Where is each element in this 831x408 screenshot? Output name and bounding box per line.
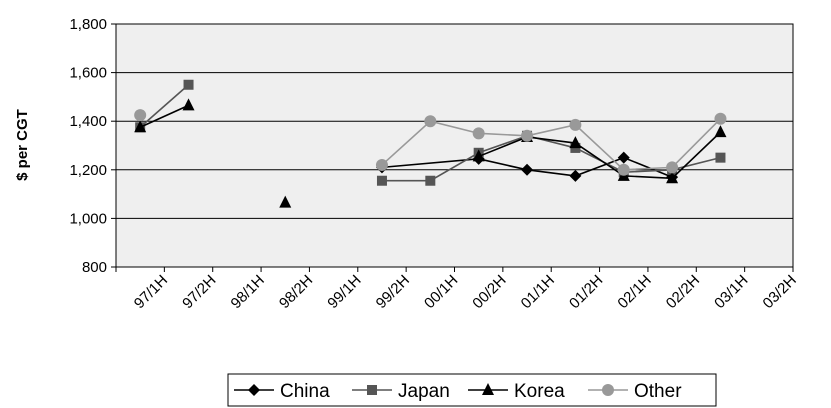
- diamond-marker: [521, 163, 534, 176]
- y-tick-label: 1,400: [69, 113, 107, 130]
- legend-entry-other: Other: [588, 381, 682, 402]
- circle-marker: [134, 109, 147, 122]
- legend-label: Japan: [398, 381, 450, 402]
- x-tick-label: 98/1H: [228, 272, 268, 312]
- triangle-marker: [182, 98, 195, 111]
- circle-marker: [472, 127, 485, 140]
- x-tick-label: 02/1H: [614, 272, 654, 312]
- legend: China Japan Korea Other: [227, 373, 717, 407]
- series-other: [134, 109, 727, 176]
- series-line: [478, 131, 722, 180]
- triangle-marker: [472, 149, 485, 162]
- y-axis: 800 1,000 1,200 1,400 1,600 1,800: [69, 16, 116, 276]
- series-group: [134, 79, 727, 208]
- x-tick-label: 01/1H: [518, 272, 558, 312]
- triangle-marker: [714, 125, 727, 138]
- x-tick-label: 99/2H: [373, 272, 413, 312]
- y-tick-label: 800: [82, 259, 107, 276]
- y-tick-label: 1,600: [69, 65, 107, 82]
- circle-marker: [602, 384, 614, 396]
- triangle-marker: [134, 120, 147, 133]
- circle-marker: [569, 118, 582, 131]
- triangle-marker: [482, 383, 494, 395]
- y-axis-label: $ per CGT: [14, 109, 31, 181]
- x-tick-label: 03/1H: [711, 272, 751, 312]
- legend-entry-china: China: [234, 381, 330, 402]
- circle-marker: [424, 115, 437, 128]
- x-tick-label: 01/2H: [566, 272, 606, 312]
- legend-label: Korea: [514, 381, 565, 402]
- diamond-marker: [248, 384, 260, 396]
- circle-marker: [666, 161, 679, 174]
- y-tick-label: 1,800: [69, 16, 107, 33]
- x-tick-label: 03/2H: [760, 272, 800, 312]
- series-line: [381, 134, 721, 182]
- triangle-marker: [279, 195, 292, 208]
- x-tick-label: 97/2H: [179, 272, 219, 312]
- square-marker: [183, 79, 194, 90]
- y-tick-label: 1,200: [69, 162, 107, 179]
- x-tick-label: 02/2H: [663, 272, 703, 312]
- legend-label: Other: [634, 381, 682, 402]
- triangle-marker: [569, 136, 582, 149]
- circle-marker: [714, 112, 727, 125]
- legend-entry-japan: Japan: [352, 381, 450, 402]
- legend-label: China: [280, 381, 330, 402]
- square-marker: [376, 175, 387, 186]
- x-axis: 97/1H 97/2H 98/1H 98/2H 99/1H 99/2H 00/1H 00/2H…: [115, 267, 800, 312]
- diamond-marker: [569, 169, 582, 182]
- series-line: [381, 156, 673, 178]
- series-line: [139, 84, 190, 128]
- square-marker: [715, 152, 726, 163]
- y-tick-label: 1,000: [69, 210, 107, 227]
- circle-marker: [617, 163, 630, 176]
- plot-area: [115, 23, 794, 268]
- legend-entry-korea: Korea: [468, 381, 565, 402]
- circle-marker: [375, 158, 388, 171]
- square-marker: [367, 385, 377, 395]
- square-marker: [425, 175, 436, 186]
- triangle-marker: [666, 171, 679, 184]
- x-tick-label: 98/2H: [276, 272, 316, 312]
- diamond-marker: [617, 151, 630, 164]
- series-line: [139, 104, 189, 129]
- series-line: [381, 118, 722, 171]
- x-tick-label: 00/2H: [469, 272, 509, 312]
- x-tick-label: 97/1H: [131, 272, 171, 312]
- circle-marker: [521, 129, 534, 142]
- x-tick-label: 00/1H: [421, 272, 461, 312]
- x-tick-label: 99/1H: [324, 272, 364, 312]
